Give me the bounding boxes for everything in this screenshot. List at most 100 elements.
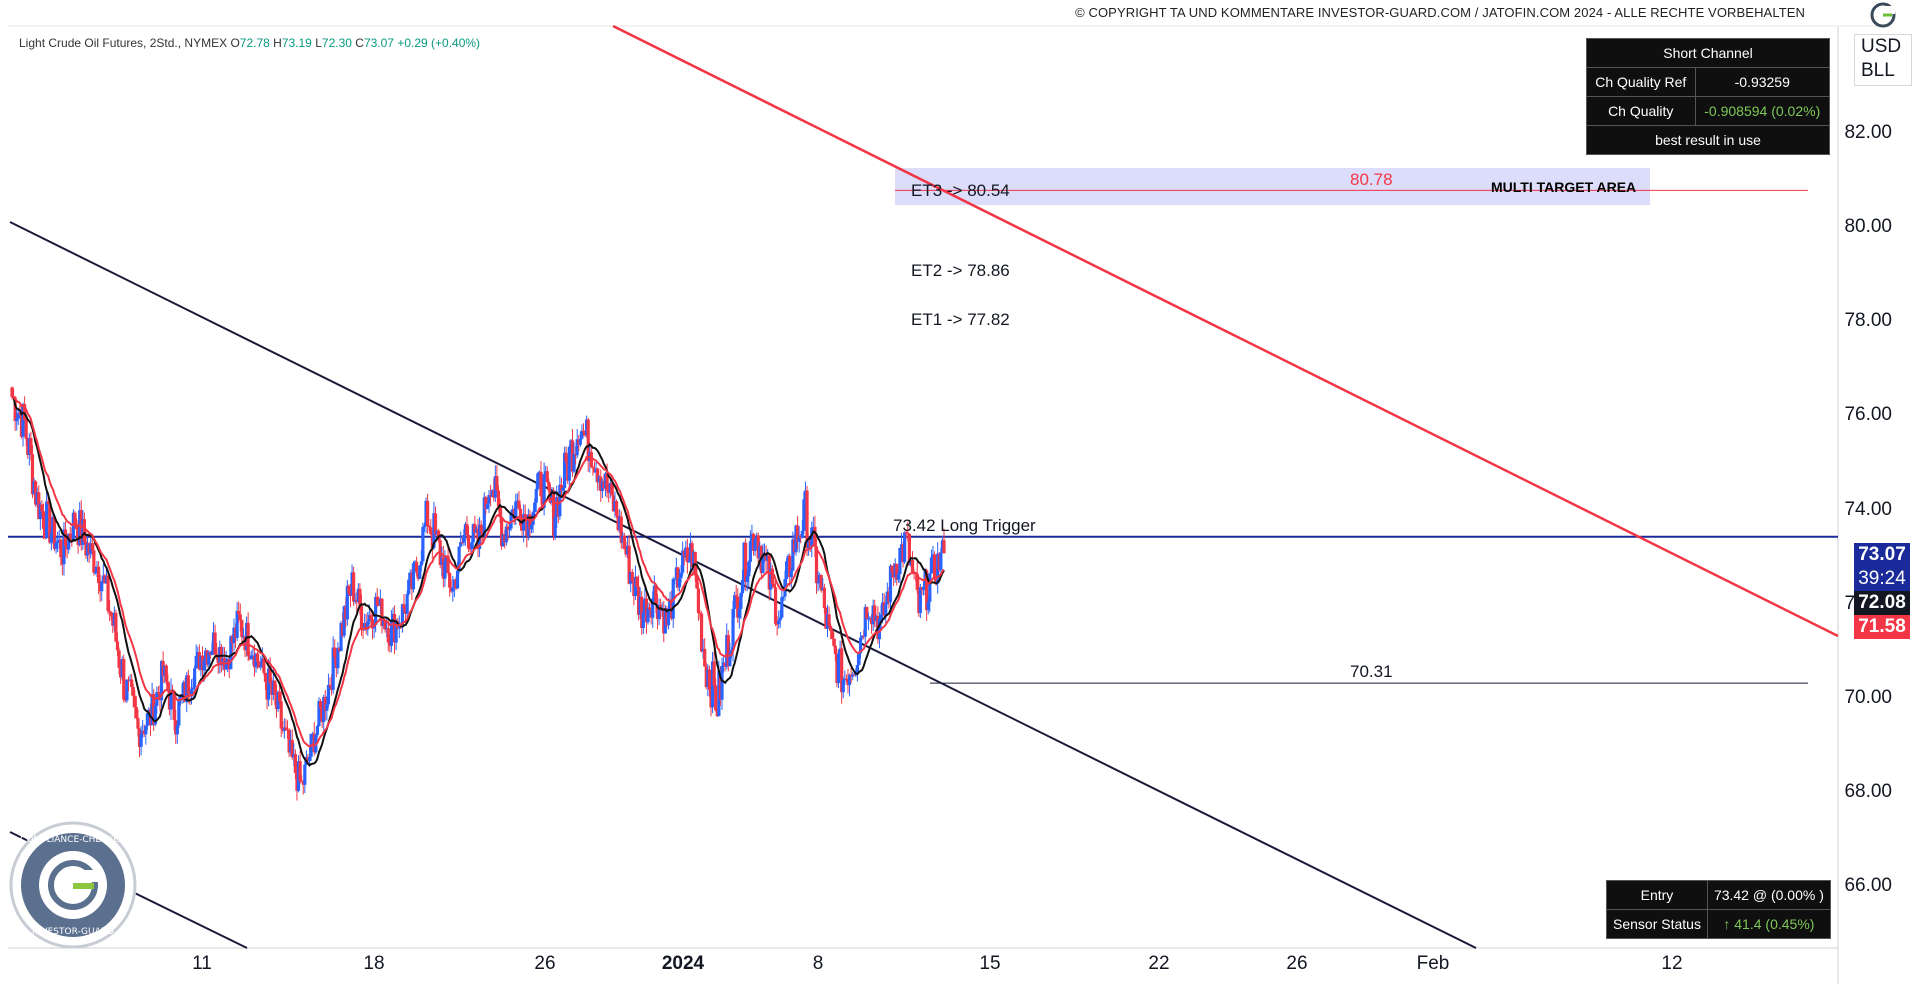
- candle-body: [635, 576, 639, 587]
- candle-body: [720, 666, 724, 700]
- candle-body: [666, 608, 671, 626]
- low-value: 72.30: [321, 36, 352, 50]
- close-label: C: [355, 36, 364, 50]
- candle-body: [506, 526, 510, 530]
- candle-body: [929, 557, 934, 574]
- candle-body: [739, 593, 743, 609]
- candle-body: [411, 563, 416, 590]
- candle-body: [13, 397, 17, 421]
- candle-body: [814, 546, 819, 584]
- candle-body: [906, 532, 910, 534]
- candle-body: [268, 668, 272, 684]
- x-tick-label: 26: [1286, 953, 1308, 974]
- candle-body: [267, 668, 271, 700]
- candle-body: [857, 653, 861, 665]
- candle-body: [164, 665, 168, 682]
- candle-body: [851, 674, 855, 677]
- candle-body: [558, 484, 562, 517]
- x-tick-label: 11: [192, 953, 212, 974]
- candle-body: [93, 572, 98, 574]
- candle-body: [847, 674, 852, 686]
- candle-body: [748, 541, 752, 562]
- candle-body: [487, 495, 491, 504]
- candle-body: [879, 614, 883, 619]
- candle-body: [559, 484, 564, 491]
- candle-body: [426, 500, 430, 527]
- candle-body: [921, 586, 926, 590]
- candle-body: [40, 504, 44, 512]
- candle-body: [54, 543, 58, 549]
- candle-body: [193, 668, 197, 688]
- candle-body: [696, 588, 701, 613]
- candle-body: [52, 517, 57, 549]
- candle-body: [323, 696, 327, 711]
- candle-body: [479, 524, 483, 532]
- candle-body: [259, 665, 263, 668]
- candle-body: [21, 404, 25, 437]
- candle-body: [333, 647, 337, 658]
- candle-body: [82, 519, 87, 542]
- y-tick-label: 74.00: [1844, 498, 1892, 520]
- entry-status-table: Entry 73.42 @ (0.00% ) Sensor Status ↑ 4…: [1606, 880, 1831, 939]
- candle-body: [114, 612, 118, 642]
- candle-body: [178, 696, 183, 701]
- candle-body: [235, 610, 239, 638]
- candle-body: [707, 669, 712, 690]
- candle-body: [166, 681, 170, 692]
- candle-body: [255, 653, 260, 662]
- candle-body: [733, 595, 737, 609]
- candle-body: [813, 526, 817, 547]
- candle-body: [194, 656, 198, 669]
- candle-body: [773, 587, 778, 624]
- candle-body: [841, 680, 845, 693]
- candle-body: [45, 501, 49, 539]
- candle-body: [695, 575, 699, 589]
- last-price-tag: 73.07: [1854, 543, 1910, 567]
- candle-body: [836, 653, 841, 684]
- candle-body: [699, 613, 704, 652]
- candle-body: [122, 659, 126, 700]
- candle-body: [262, 658, 266, 673]
- candle-body: [73, 512, 77, 526]
- candle-body: [523, 514, 527, 517]
- candle-body: [325, 704, 329, 711]
- candle-body: [564, 452, 568, 463]
- candle-body: [528, 514, 532, 530]
- candle-body: [888, 565, 893, 603]
- candle-body: [805, 490, 809, 549]
- candle-body: [315, 726, 320, 736]
- candle-body: [49, 533, 53, 543]
- candle-body: [561, 488, 565, 491]
- candle-body: [534, 488, 538, 503]
- x-tick-label: 26: [534, 953, 556, 974]
- candle-body: [29, 438, 33, 455]
- candle-body: [213, 632, 217, 655]
- candle-body: [421, 527, 425, 562]
- candle-body: [648, 607, 652, 610]
- candle-body: [500, 517, 504, 547]
- candle-body: [728, 653, 732, 667]
- candle-body: [578, 438, 582, 445]
- candle-body: [745, 576, 749, 583]
- currency-unit-selector[interactable]: USD BLL: [1854, 34, 1912, 86]
- candle-body: [448, 573, 452, 588]
- candle-body: [139, 733, 143, 747]
- candle-body: [169, 689, 173, 710]
- candle-body: [781, 596, 786, 598]
- candle-body: [394, 621, 398, 643]
- candle-body: [819, 575, 823, 591]
- candle-body: [465, 524, 469, 536]
- open-value: 72.78: [239, 36, 270, 50]
- candle-body: [130, 679, 134, 688]
- candle-body: [380, 598, 384, 627]
- candle-body: [457, 546, 461, 571]
- y-tick-label: 66.00: [1844, 875, 1892, 896]
- candle-body: [736, 596, 740, 618]
- symbol-name: Light Crude Oil Futures, 2Std., NYMEX: [19, 36, 228, 50]
- candle-body: [646, 607, 650, 623]
- candle-body: [778, 617, 782, 621]
- short-channel-footer: best result in use: [1586, 125, 1830, 155]
- candle-body: [627, 545, 631, 584]
- candle-body: [495, 476, 499, 491]
